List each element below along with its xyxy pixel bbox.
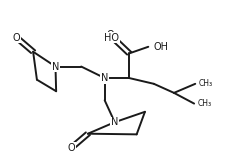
Text: O: O [13, 33, 21, 43]
Text: HO: HO [104, 33, 119, 43]
Text: CH₃: CH₃ [198, 99, 212, 108]
Text: CH₃: CH₃ [199, 79, 213, 88]
Text: N: N [52, 62, 59, 72]
Text: O: O [68, 143, 76, 153]
Text: N: N [101, 73, 108, 83]
Text: OH: OH [153, 42, 168, 52]
Text: O: O [106, 30, 114, 40]
Text: N: N [111, 117, 118, 127]
